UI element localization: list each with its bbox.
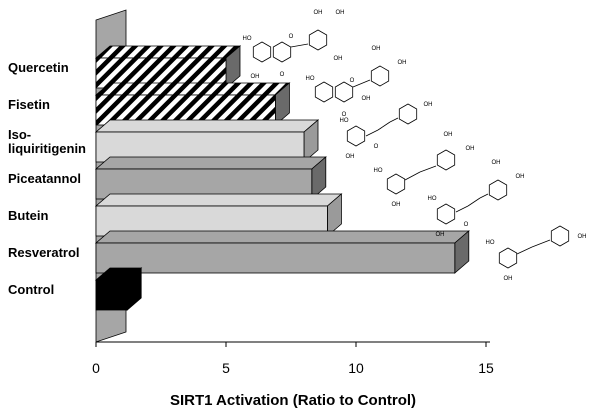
svg-text:OH: OH: [251, 74, 260, 80]
x-tick-label: 10: [348, 360, 364, 376]
svg-text:OH: OH: [334, 56, 343, 62]
svg-text:OH: OH: [392, 202, 401, 208]
svg-text:HO: HO: [374, 168, 383, 174]
svg-text:HO: HO: [340, 118, 349, 124]
bar-top-face: [94, 45, 242, 59]
category-label: Control: [8, 282, 54, 297]
x-tick-label: 0: [92, 360, 100, 376]
svg-text:OH: OH: [346, 154, 355, 160]
svg-text:OH: OH: [436, 232, 445, 238]
svg-text:HO: HO: [486, 240, 495, 246]
bar-piceatannol: [94, 156, 327, 200]
bar-top-face: [94, 156, 327, 170]
category-label: Fisetin: [8, 97, 50, 112]
category-label: Butein: [8, 208, 49, 223]
category-label: Piceatannol: [8, 171, 81, 186]
svg-text:OH: OH: [492, 160, 501, 166]
bar-control: [94, 267, 143, 311]
svg-text:HO: HO: [243, 36, 252, 42]
svg-text:O: O: [280, 72, 285, 78]
svg-text:HO: HO: [306, 76, 315, 82]
svg-text:OH: OH: [362, 96, 371, 102]
svg-text:OH: OH: [578, 234, 587, 240]
isoliquiritigenin-structure: OH HO OH O: [340, 102, 433, 160]
bar-resveratrol: [94, 230, 470, 274]
bar-front-face: [95, 242, 456, 274]
svg-text:O: O: [374, 144, 379, 150]
bar-iso-liquiritigenin: [94, 119, 320, 163]
svg-text:OH: OH: [372, 46, 381, 52]
resveratrol-structure: OH HO OH: [486, 225, 587, 282]
svg-text:OH: OH: [516, 174, 525, 180]
fisetin-structure: OH OH HO O OH O: [306, 46, 407, 118]
bar-top-face: [94, 230, 470, 244]
svg-text:OH: OH: [466, 146, 475, 152]
svg-text:OH: OH: [314, 10, 323, 16]
category-label: Iso-liquiritigenin: [8, 127, 86, 156]
bar-top-face: [94, 119, 320, 133]
bar-butein: [94, 193, 343, 237]
category-label: Resveratrol: [8, 245, 80, 260]
svg-text:HO: HO: [428, 196, 437, 202]
svg-text:OH: OH: [336, 10, 345, 16]
svg-text:O: O: [342, 112, 347, 118]
x-tick-label: 15: [478, 360, 494, 376]
bar-top-face: [94, 82, 291, 96]
svg-text:O: O: [464, 222, 469, 228]
bar-front-face: [95, 279, 128, 311]
piceatannol-structure: OH OH HO OH: [374, 132, 475, 208]
svg-text:O: O: [350, 78, 355, 84]
category-label: Quercetin: [8, 60, 69, 75]
bar-quercetin: [94, 45, 242, 89]
butein-structure: OH OH HO OH O: [428, 160, 525, 238]
x-tick-label: 5: [222, 360, 230, 376]
svg-text:OH: OH: [398, 60, 407, 66]
bar-fisetin: [94, 82, 291, 126]
svg-text:OH: OH: [444, 132, 453, 138]
svg-text:OH: OH: [424, 102, 433, 108]
x-axis-title: SIRT1 Activation (Ratio to Control): [170, 392, 416, 409]
svg-text:O: O: [289, 34, 294, 40]
svg-text:OH: OH: [504, 276, 513, 282]
bar-top-face: [94, 193, 343, 207]
